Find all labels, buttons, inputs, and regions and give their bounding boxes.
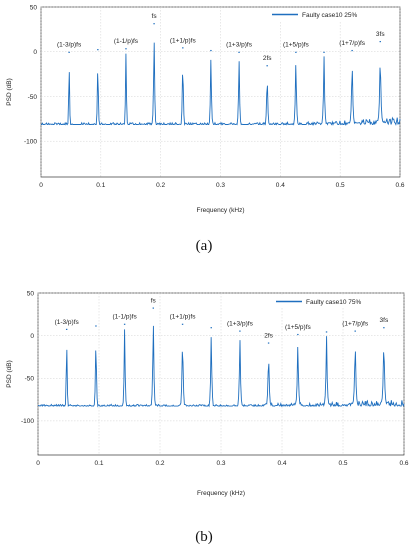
x-tick-label: 0.1 <box>94 460 103 467</box>
peak-label: 2fs <box>263 55 272 62</box>
psd-chart-b: 0 0.1 0.2 0.3 0.4 0.5 0.6 50 0 -50 -100 Frequency (… <box>6 290 409 497</box>
legend-box <box>268 8 395 21</box>
peak-label: fs <box>151 297 157 304</box>
x-tick-label: 0.3 <box>216 460 225 467</box>
peak-label: 3fs <box>380 317 389 324</box>
peak-label: (1+5/p)fs <box>285 324 312 331</box>
x-tick-label: 0.3 <box>216 182 225 189</box>
peak-label: (1+1/p)fs <box>170 314 197 321</box>
x-tick-label: 0.4 <box>276 182 285 189</box>
peak-label: (1-1/p)fs <box>113 314 138 321</box>
x-tick-label: 0.5 <box>338 460 347 467</box>
x-tick-label: 0.6 <box>399 460 408 467</box>
y-tick-label: 0 <box>30 333 34 340</box>
x-tick-label: 0.1 <box>96 182 105 189</box>
x-axis-label: Frequency (kHz) <box>197 490 245 497</box>
legend-box <box>272 295 399 308</box>
psd-trace <box>37 325 405 408</box>
legend: Faulty case10 75% <box>272 295 399 308</box>
peak-label: (1+7/p)fs <box>339 40 366 47</box>
y-tick-label: 50 <box>27 290 35 297</box>
y-tick-label: -100 <box>24 139 37 146</box>
peak-label: (1-1/p)fs <box>114 38 139 45</box>
peak-label: 3fs <box>376 31 385 38</box>
x-tick-label: 0.2 <box>156 182 165 189</box>
y-axis-label: PSD (dB) <box>6 360 13 387</box>
peak-label: fs <box>152 13 158 20</box>
y-tick-label: 0 <box>33 49 37 56</box>
x-tick-label: 0.6 <box>395 182 404 189</box>
x-tick-label: 0.5 <box>336 182 345 189</box>
x-axis-label: Frequency (kHz) <box>196 207 244 214</box>
peak-label: (1+7/p)fs <box>342 321 369 328</box>
caption-b: (b) <box>195 529 213 545</box>
peak-label: (1+3/p)fs <box>226 42 253 49</box>
x-tick-label: 0.2 <box>155 460 164 467</box>
x-tick-label: 0 <box>39 182 43 189</box>
peak-label: (1+5/p)fs <box>283 42 310 49</box>
y-axis-label: PSD (dB) <box>6 78 13 105</box>
psd-trace <box>41 42 401 127</box>
y-tick-label: -50 <box>28 94 38 101</box>
x-tick-label: 0.4 <box>277 460 286 467</box>
peak-label: (1+1/p)fs <box>170 37 197 44</box>
peak-label: (1-3/p)fs <box>55 319 80 326</box>
x-tick-label: 0 <box>36 460 40 467</box>
y-tick-label: 50 <box>30 4 38 11</box>
legend-label: Faulty case10 25% <box>302 12 358 19</box>
legend-label: Faulty case10 75% <box>306 299 362 306</box>
peak-label: 2fs <box>264 332 273 339</box>
peak-label: (1+3/p)fs <box>227 321 254 328</box>
peak-label: (1-3/p)fs <box>57 42 82 49</box>
caption-a: (a) <box>196 238 213 254</box>
y-tick-label: -50 <box>25 376 35 383</box>
psd-chart-a: 0 0.1 0.2 0.3 0.4 0.5 0.6 50 0 -50 -100 Frequency (… <box>6 4 405 214</box>
legend: Faulty case10 25% <box>268 8 395 21</box>
y-tick-label: -100 <box>21 418 34 425</box>
